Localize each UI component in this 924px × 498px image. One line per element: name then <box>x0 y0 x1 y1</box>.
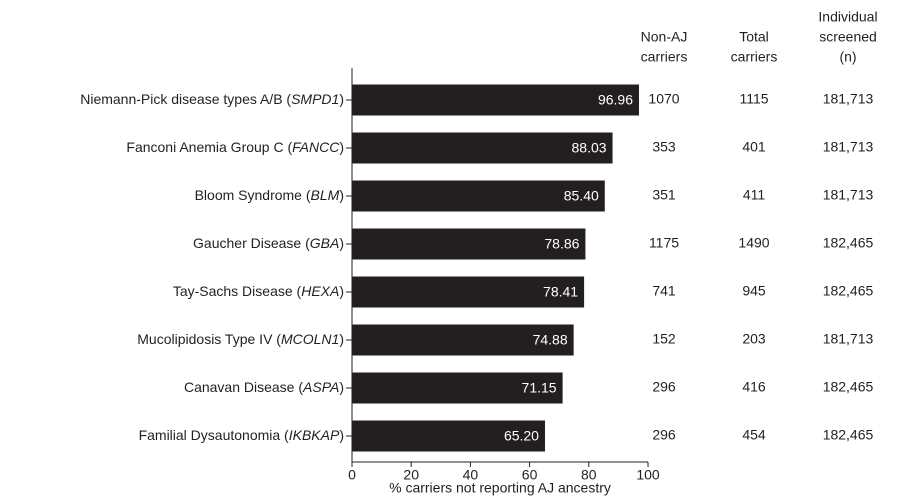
bar <box>352 276 585 308</box>
table-cell: 152 <box>652 331 676 347</box>
table-cell: 296 <box>652 379 676 395</box>
y-tick-label: Gaucher Disease (GBA) <box>193 235 344 251</box>
bar-value-label: 78.86 <box>544 236 579 252</box>
table-cell: 1175 <box>649 235 679 251</box>
table-cell: 353 <box>652 139 676 155</box>
table-cell: 1490 <box>738 235 769 251</box>
table-cell: 181,713 <box>823 139 874 155</box>
bar-value-label: 74.88 <box>533 332 568 348</box>
table-cell: 741 <box>652 283 676 299</box>
table-cell: 1070 <box>648 91 679 107</box>
bar <box>352 132 613 164</box>
bar <box>352 84 640 116</box>
x-tick-label: 80 <box>581 467 597 483</box>
table-cell: 416 <box>742 379 766 395</box>
x-tick-label: 40 <box>463 467 479 483</box>
y-tick-label: Canavan Disease (ASPA) <box>184 379 344 395</box>
bar-value-label: 88.03 <box>572 140 607 156</box>
bar <box>352 324 574 356</box>
y-tick-label: Mucolipidosis Type IV (MCOLN1) <box>137 331 344 347</box>
table-header: carriers <box>641 49 688 65</box>
table-header: Total <box>739 29 769 45</box>
bar-value-label: 85.40 <box>564 188 599 204</box>
table-header: (n) <box>839 49 856 65</box>
table-cell: 401 <box>742 139 766 155</box>
x-tick-label: 0 <box>348 467 356 483</box>
x-tick-label: 60 <box>522 467 538 483</box>
table-cell: 181,713 <box>823 91 874 107</box>
y-tick-label: Niemann-Pick disease types A/B (SMPD1) <box>80 91 344 107</box>
bar-value-label: 78.41 <box>543 284 578 300</box>
table-cell: 454 <box>742 427 766 443</box>
table-cell: 181,713 <box>823 331 874 347</box>
x-tick-label: 100 <box>636 467 660 483</box>
bar <box>352 228 586 260</box>
table-header: Individual <box>818 9 877 25</box>
bar-value-label: 65.20 <box>504 428 539 444</box>
table-cell: 203 <box>742 331 766 347</box>
bar <box>352 420 545 452</box>
x-tick-label: 20 <box>403 467 419 483</box>
table-cell: 296 <box>652 427 676 443</box>
y-tick-label: Fanconi Anemia Group C (FANCC) <box>126 139 344 155</box>
table-cell: 182,465 <box>823 283 874 299</box>
table-cell: 351 <box>652 187 676 203</box>
table-cell: 182,465 <box>823 379 874 395</box>
x-axis-label: % carriers not reporting AJ ancestry <box>389 480 611 496</box>
table-header: screened <box>819 29 877 45</box>
y-tick-label: Familial Dysautonomia (IKBKAP) <box>139 427 344 443</box>
table-cell: 411 <box>743 187 766 203</box>
bar <box>352 372 563 404</box>
table-header: carriers <box>731 49 778 65</box>
table-cell: 945 <box>742 283 766 299</box>
y-tick-label: Tay-Sachs Disease (HEXA) <box>173 283 344 299</box>
table-header: Non-AJ <box>641 29 688 45</box>
table-cell: 1115 <box>739 91 768 107</box>
y-tick-label: Bloom Syndrome (BLM) <box>195 187 344 203</box>
table-cell: 182,465 <box>823 235 874 251</box>
bar-value-label: 96.96 <box>598 92 633 108</box>
bar <box>352 180 605 212</box>
table-cell: 182,465 <box>823 427 874 443</box>
table-cell: 181,713 <box>823 187 874 203</box>
bar-value-label: 71.15 <box>522 380 557 396</box>
